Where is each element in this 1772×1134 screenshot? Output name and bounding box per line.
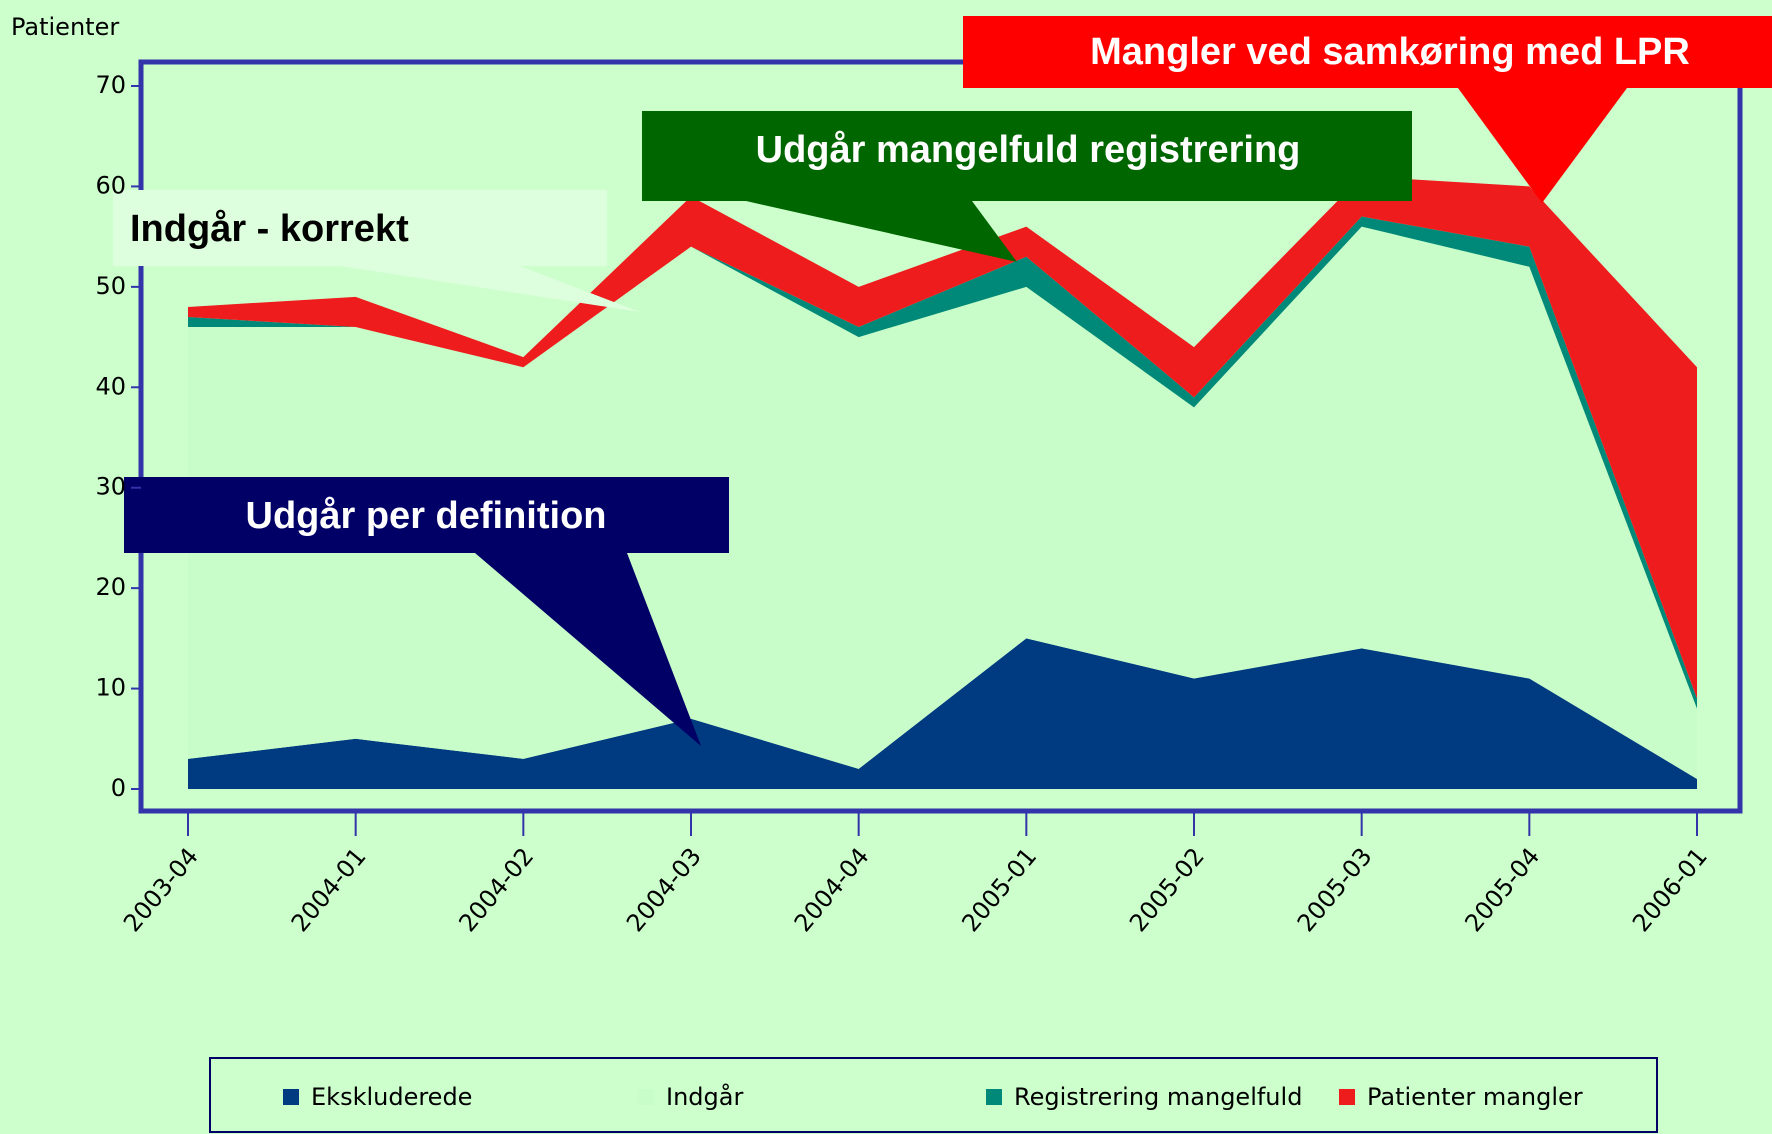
- callout-indgaar: Indgår - korrekt: [113, 190, 640, 312]
- y-tick-label: 70: [95, 71, 126, 99]
- legend-swatch: [283, 1089, 299, 1105]
- callout-lpr: Mangler ved samkøring med LPR: [963, 16, 1772, 203]
- legend-swatch: [986, 1089, 1002, 1105]
- annotation: Udgår per definition: [246, 495, 607, 537]
- legend-swatch: [638, 1089, 654, 1105]
- y-tick-label: 60: [95, 171, 126, 199]
- x-tick-label: 2005-02: [1124, 842, 1210, 937]
- y-tick-label: 30: [95, 473, 126, 501]
- annotation: Udgår mangelfuld registrering: [756, 129, 1301, 171]
- y-tick-label: 20: [95, 573, 126, 601]
- x-tick-label: 2004-02: [453, 842, 539, 937]
- x-tick-label: 2004-04: [789, 842, 875, 937]
- legend: [209, 1057, 1658, 1133]
- legend-label: Patienter mangler: [1367, 1083, 1583, 1111]
- callout-definition: Udgår per definition: [124, 477, 729, 746]
- area: [188, 226, 1697, 779]
- x-tick-label: 2003-04: [118, 842, 204, 937]
- plot-area: [188, 176, 1697, 789]
- y-axis-label: Patienter: [11, 13, 119, 41]
- x-tick-label: 2005-04: [1459, 842, 1545, 937]
- x-tick-label: 2006-01: [1627, 842, 1713, 937]
- legend-swatch: [1339, 1089, 1355, 1105]
- legend-label: Ekskluderede: [311, 1083, 472, 1111]
- legend-label: Registrering mangelfuld: [1014, 1083, 1302, 1111]
- legend-label: Indgår: [666, 1082, 743, 1111]
- x-tick-label: 2005-01: [956, 842, 1042, 937]
- callout-registrering: Udgår mangelfuld registrering: [642, 111, 1412, 262]
- y-tick-label: 10: [95, 674, 126, 702]
- y-tick-label: 40: [95, 372, 126, 400]
- annotation: Indgår - korrekt: [130, 208, 409, 250]
- y-tick-label: 0: [111, 774, 126, 802]
- x-tick-label: 2004-03: [621, 842, 707, 937]
- area: [188, 176, 1697, 699]
- annotation: Mangler ved samkøring med LPR: [1090, 31, 1690, 73]
- area: [188, 638, 1697, 789]
- x-tick-label: 2004-01: [286, 842, 372, 937]
- x-tick-label: 2005-03: [1292, 842, 1378, 937]
- y-tick-label: 50: [95, 272, 126, 300]
